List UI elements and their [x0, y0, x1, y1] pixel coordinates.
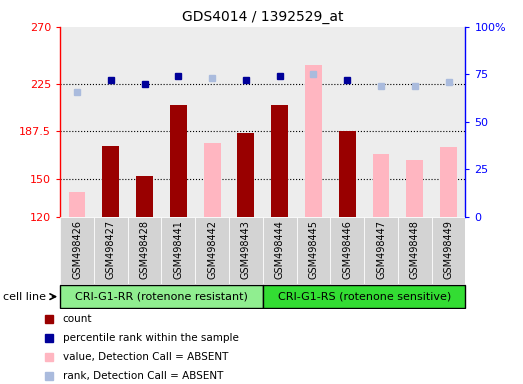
Bar [297, 217, 331, 284]
Bar [263, 27, 297, 217]
Text: GSM498441: GSM498441 [173, 220, 184, 279]
Bar [372, 154, 390, 217]
Text: GSM498443: GSM498443 [241, 220, 251, 279]
Bar [128, 27, 162, 217]
Bar [229, 217, 263, 284]
Text: value, Detection Call = ABSENT: value, Detection Call = ABSENT [63, 352, 228, 362]
Bar [60, 27, 94, 217]
Bar [406, 160, 423, 217]
Bar [69, 192, 85, 217]
Bar [162, 27, 195, 217]
Text: rank, Detection Call = ABSENT: rank, Detection Call = ABSENT [63, 371, 223, 381]
Bar [431, 217, 465, 284]
Text: GSM498445: GSM498445 [309, 220, 319, 279]
Text: GSM498449: GSM498449 [444, 220, 453, 279]
Bar [195, 27, 229, 217]
Bar [331, 217, 364, 284]
Bar [297, 27, 331, 217]
Bar [94, 217, 128, 284]
Bar [237, 133, 254, 217]
Bar [364, 217, 398, 284]
Bar [398, 27, 431, 217]
Text: GSM498446: GSM498446 [342, 220, 353, 279]
Bar [60, 217, 94, 284]
Bar [398, 217, 431, 284]
Text: GSM498442: GSM498442 [207, 220, 217, 279]
Bar [94, 27, 128, 217]
Text: GSM498448: GSM498448 [410, 220, 420, 279]
Text: GSM498428: GSM498428 [140, 220, 150, 279]
Text: GSM498447: GSM498447 [376, 220, 386, 279]
Text: GSM498427: GSM498427 [106, 220, 116, 280]
Bar [331, 27, 364, 217]
Text: CRI-G1-RR (rotenone resistant): CRI-G1-RR (rotenone resistant) [75, 291, 248, 302]
Bar [136, 176, 153, 217]
Bar [170, 106, 187, 217]
Bar [305, 65, 322, 217]
Bar [440, 147, 457, 217]
Text: cell line: cell line [3, 291, 46, 302]
Bar [271, 106, 288, 217]
Bar [263, 217, 297, 284]
Bar [103, 146, 119, 217]
Bar [364, 27, 398, 217]
Text: count: count [63, 314, 92, 324]
Bar [339, 131, 356, 217]
Bar [162, 217, 195, 284]
FancyBboxPatch shape [60, 285, 263, 308]
Bar [203, 144, 221, 217]
Bar [431, 27, 465, 217]
Text: percentile rank within the sample: percentile rank within the sample [63, 333, 238, 343]
Bar [128, 217, 162, 284]
Bar [229, 27, 263, 217]
Text: CRI-G1-RS (rotenone sensitive): CRI-G1-RS (rotenone sensitive) [278, 291, 451, 302]
FancyBboxPatch shape [263, 285, 465, 308]
Text: GSM498426: GSM498426 [72, 220, 82, 279]
Title: GDS4014 / 1392529_at: GDS4014 / 1392529_at [182, 10, 344, 25]
Text: GSM498444: GSM498444 [275, 220, 285, 279]
Bar [195, 217, 229, 284]
